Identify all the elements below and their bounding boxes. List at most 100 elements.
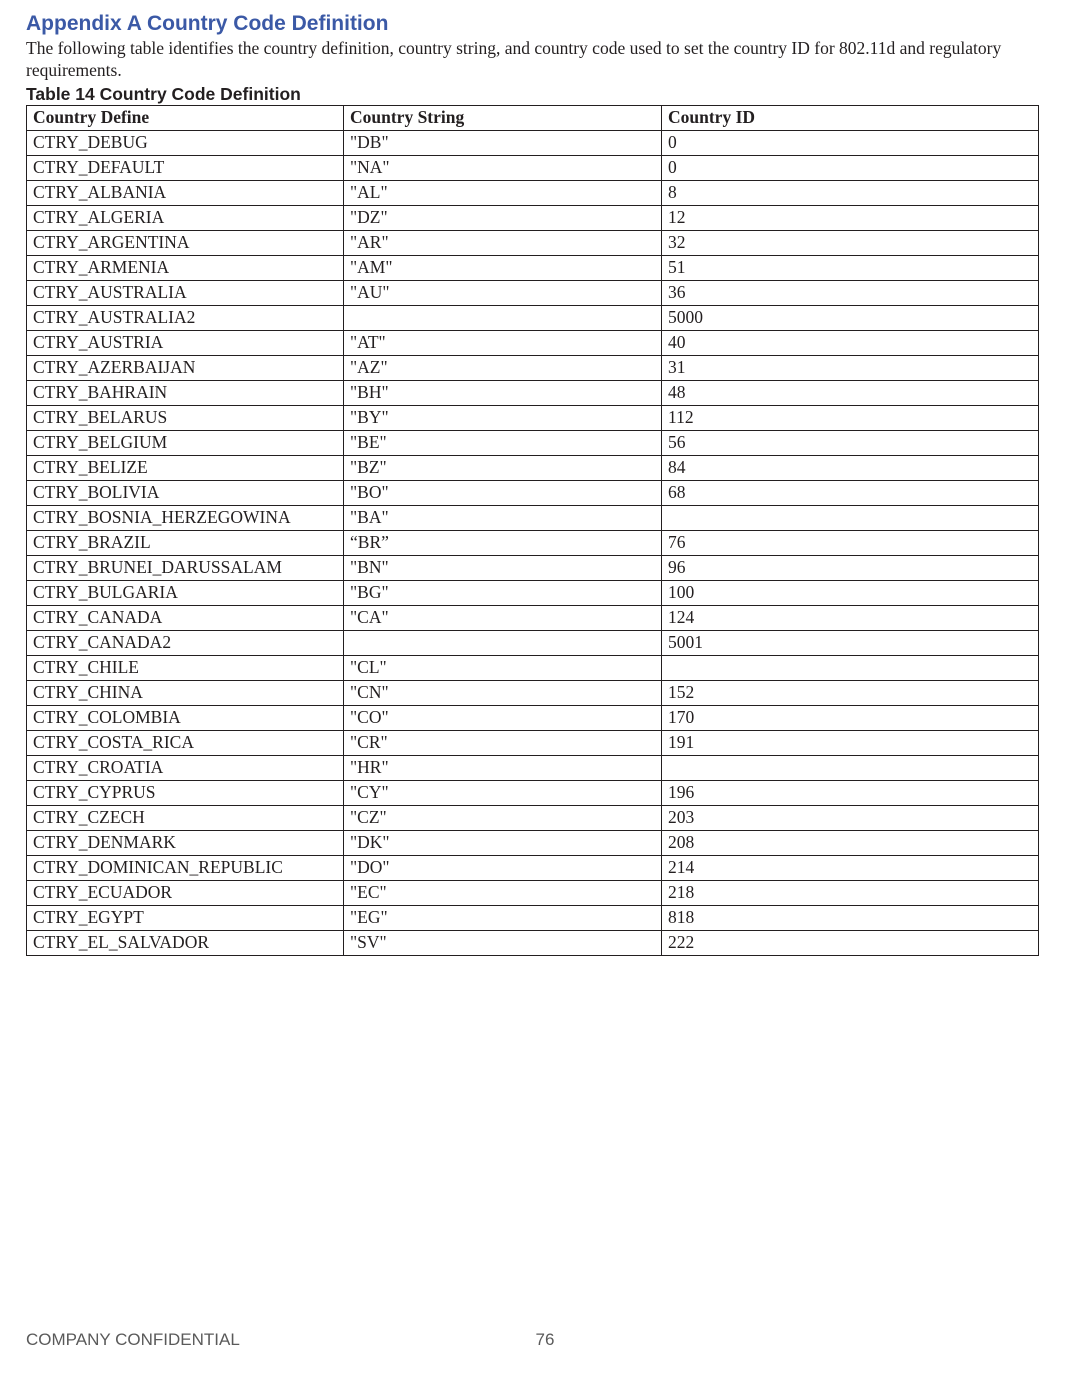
cell-country-string: "CZ" (344, 805, 662, 830)
cell-country-define: CTRY_ECUADOR (27, 880, 344, 905)
cell-country-define: CTRY_DEFAULT (27, 155, 344, 180)
cell-country-string: "BA" (344, 505, 662, 530)
cell-country-define: CTRY_BAHRAIN (27, 380, 344, 405)
cell-country-id: 84 (662, 455, 1039, 480)
cell-country-id: 76 (662, 530, 1039, 555)
cell-country-id: 31 (662, 355, 1039, 380)
cell-country-define: CTRY_AUSTRALIA2 (27, 305, 344, 330)
cell-country-define: CTRY_EL_SALVADOR (27, 930, 344, 955)
table-row: CTRY_EGYPT"EG"818 (27, 905, 1039, 930)
table-row: CTRY_BELGIUM"BE"56 (27, 430, 1039, 455)
cell-country-define: CTRY_BOLIVIA (27, 480, 344, 505)
cell-country-id: 196 (662, 780, 1039, 805)
cell-country-define: CTRY_DOMINICAN_REPUBLIC (27, 855, 344, 880)
cell-country-string: "AR" (344, 230, 662, 255)
cell-country-string: "DK" (344, 830, 662, 855)
cell-country-id: 0 (662, 130, 1039, 155)
cell-country-define: CTRY_CZECH (27, 805, 344, 830)
cell-country-string: "DB" (344, 130, 662, 155)
table-row: CTRY_BOLIVIA"BO"68 (27, 480, 1039, 505)
table-row: CTRY_DENMARK"DK"208 (27, 830, 1039, 855)
cell-country-string: "BY" (344, 405, 662, 430)
cell-country-string: "BG" (344, 580, 662, 605)
col-header-define: Country Define (27, 105, 344, 130)
cell-country-define: CTRY_CROATIA (27, 755, 344, 780)
col-header-string: Country String (344, 105, 662, 130)
cell-country-id: 5000 (662, 305, 1039, 330)
cell-country-define: CTRY_COLOMBIA (27, 705, 344, 730)
cell-country-id: 68 (662, 480, 1039, 505)
table-row: CTRY_CANADA25001 (27, 630, 1039, 655)
cell-country-define: CTRY_ALGERIA (27, 205, 344, 230)
table-row: CTRY_AZERBAIJAN"AZ"31 (27, 355, 1039, 380)
table-row: CTRY_BRUNEI_DARUSSALAM"BN"96 (27, 555, 1039, 580)
table-row: CTRY_BOSNIA_HERZEGOWINA"BA" (27, 505, 1039, 530)
table-row: CTRY_CYPRUS"CY"196 (27, 780, 1039, 805)
cell-country-id: 100 (662, 580, 1039, 605)
table-row: CTRY_ECUADOR"EC"218 (27, 880, 1039, 905)
cell-country-define: CTRY_DEBUG (27, 130, 344, 155)
table-header-row: Country Define Country String Country ID (27, 105, 1039, 130)
cell-country-id: 96 (662, 555, 1039, 580)
cell-country-define: CTRY_DENMARK (27, 830, 344, 855)
cell-country-string (344, 630, 662, 655)
cell-country-define: CTRY_BELIZE (27, 455, 344, 480)
cell-country-id (662, 655, 1039, 680)
cell-country-string: "DO" (344, 855, 662, 880)
cell-country-define: CTRY_CHINA (27, 680, 344, 705)
cell-country-id: 56 (662, 430, 1039, 455)
cell-country-define: CTRY_COSTA_RICA (27, 730, 344, 755)
table-row: CTRY_ALBANIA"AL"8 (27, 180, 1039, 205)
cell-country-define: CTRY_CHILE (27, 655, 344, 680)
cell-country-string: "EG" (344, 905, 662, 930)
cell-country-define: CTRY_ALBANIA (27, 180, 344, 205)
cell-country-define: CTRY_AZERBAIJAN (27, 355, 344, 380)
cell-country-id: 112 (662, 405, 1039, 430)
cell-country-define: CTRY_CANADA2 (27, 630, 344, 655)
cell-country-string: "HR" (344, 755, 662, 780)
cell-country-id: 203 (662, 805, 1039, 830)
table-row: CTRY_BULGARIA"BG"100 (27, 580, 1039, 605)
cell-country-string: "BN" (344, 555, 662, 580)
cell-country-id: 48 (662, 380, 1039, 405)
cell-country-id: 218 (662, 880, 1039, 905)
cell-country-id (662, 505, 1039, 530)
table-row: CTRY_DEFAULT"NA"0 (27, 155, 1039, 180)
cell-country-id: 152 (662, 680, 1039, 705)
cell-country-id: 8 (662, 180, 1039, 205)
cell-country-string: "CR" (344, 730, 662, 755)
table-row: CTRY_ARMENIA"AM"51 (27, 255, 1039, 280)
cell-country-string: "BO" (344, 480, 662, 505)
cell-country-string: "CL" (344, 655, 662, 680)
table-row: CTRY_AUSTRALIA"AU"36 (27, 280, 1039, 305)
country-code-table: Country Define Country String Country ID… (26, 105, 1039, 956)
cell-country-define: CTRY_AUSTRIA (27, 330, 344, 355)
cell-country-string: "CY" (344, 780, 662, 805)
cell-country-string: "SV" (344, 930, 662, 955)
table-row: CTRY_BRAZIL“BR”76 (27, 530, 1039, 555)
cell-country-string: "EC" (344, 880, 662, 905)
table-row: CTRY_CHINA"CN"152 (27, 680, 1039, 705)
table-row: CTRY_AUSTRIA"AT"40 (27, 330, 1039, 355)
cell-country-id: 32 (662, 230, 1039, 255)
table-row: CTRY_DEBUG"DB"0 (27, 130, 1039, 155)
cell-country-string: "CO" (344, 705, 662, 730)
cell-country-string: "BZ" (344, 455, 662, 480)
cell-country-id: 0 (662, 155, 1039, 180)
cell-country-define: CTRY_ARMENIA (27, 255, 344, 280)
cell-country-define: CTRY_AUSTRALIA (27, 280, 344, 305)
table-row: CTRY_AUSTRALIA2 5000 (27, 305, 1039, 330)
table-row: CTRY_ARGENTINA"AR"32 (27, 230, 1039, 255)
cell-country-string: "BH" (344, 380, 662, 405)
cell-country-string: "DZ" (344, 205, 662, 230)
table-row: CTRY_CROATIA"HR" (27, 755, 1039, 780)
cell-country-define: CTRY_BRAZIL (27, 530, 344, 555)
table-row: CTRY_COLOMBIA"CO"170 (27, 705, 1039, 730)
cell-country-define: CTRY_ARGENTINA (27, 230, 344, 255)
table-row: CTRY_CHILE"CL" (27, 655, 1039, 680)
cell-country-id (662, 755, 1039, 780)
cell-country-id: 214 (662, 855, 1039, 880)
col-header-id: Country ID (662, 105, 1039, 130)
page-footer: COMPANY CONFIDENTIAL 76 (26, 1330, 1064, 1350)
cell-country-define: CTRY_CYPRUS (27, 780, 344, 805)
